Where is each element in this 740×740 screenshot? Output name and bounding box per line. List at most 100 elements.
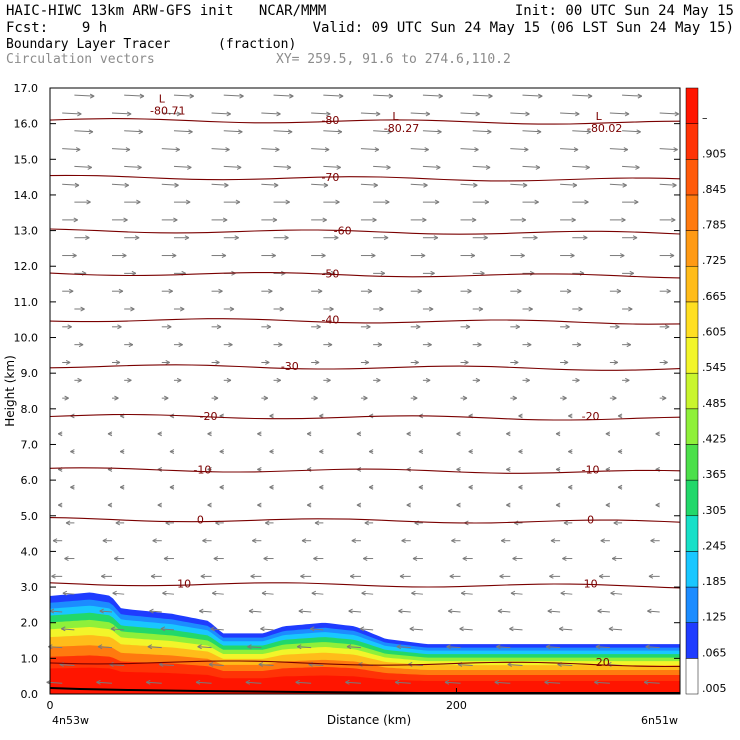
colorbar-label: .065 <box>702 646 727 659</box>
vector-arrow <box>260 628 274 631</box>
circulation-vectors <box>46 93 680 685</box>
vector-arrow <box>223 94 244 97</box>
colorbar-label: .845 <box>702 183 727 196</box>
vector-arrowhead <box>226 377 232 383</box>
vector-arrowhead <box>110 626 116 632</box>
vector-arrowhead <box>483 235 488 241</box>
vector-arrowhead <box>234 235 239 241</box>
vector-arrowhead <box>124 182 129 188</box>
isotherm--40 <box>49 318 681 325</box>
x-tick-label: 200 <box>446 699 467 712</box>
isotherm-label: 10 <box>177 577 191 590</box>
vector-arrow <box>99 610 113 613</box>
vector-arrowhead <box>632 235 638 241</box>
vector-arrowhead <box>470 253 476 258</box>
vector-arrow <box>410 148 429 151</box>
isotherm-label: -60 <box>334 225 352 238</box>
vector-arrow <box>560 183 577 186</box>
vector-arrow <box>560 592 573 595</box>
vector-arrowhead <box>509 626 514 632</box>
vector-arrowhead <box>306 502 312 508</box>
y-tick-label: 12.0 <box>14 260 39 273</box>
colorbar-label: .545 <box>702 361 727 374</box>
vector-arrowhead <box>418 484 424 490</box>
vector-arrowhead <box>385 199 390 205</box>
vector-arrowhead <box>269 449 274 455</box>
colorbar-label: .005 <box>702 682 727 695</box>
model-title: HAIC-HIWC 13km ARW-GFS init NCAR/MMM <box>6 3 327 19</box>
colorbar-swatch <box>685 658 699 695</box>
vector-arrowhead <box>565 324 570 330</box>
y-tick-label: 10.0 <box>14 332 39 345</box>
vector-arrow <box>297 646 312 649</box>
vector-arrow <box>608 628 623 631</box>
vector-arrowhead <box>585 164 590 170</box>
vector-arrowhead <box>610 590 615 596</box>
vector-arrowhead <box>313 395 318 401</box>
vector-arrowhead <box>212 590 217 596</box>
vector-arrowhead <box>568 449 573 455</box>
vector-arrow <box>557 663 573 666</box>
vector-arrowhead <box>174 182 179 188</box>
vector-arrow <box>298 610 312 613</box>
vector-arrowhead <box>316 324 321 330</box>
vector-arrowhead <box>545 644 551 650</box>
vector-arrowhead <box>134 235 140 241</box>
vector-arrowhead <box>506 466 511 472</box>
colorbar-swatch <box>685 444 699 481</box>
vector-arrowhead <box>570 253 575 258</box>
vector-arrowhead <box>425 111 431 117</box>
vectors-label: Circulation vectors <box>6 52 155 67</box>
vector-arrowhead <box>162 590 167 596</box>
forecast-hour: Fcst: 9 h <box>6 20 108 36</box>
vector-arrowhead <box>459 626 464 632</box>
terrain-line <box>49 687 680 694</box>
vector-arrowhead <box>297 644 302 650</box>
vector-arrowhead <box>568 413 573 419</box>
vector-arrowhead <box>123 217 128 223</box>
vector-arrow <box>196 681 212 684</box>
vector-arrowhead <box>119 484 125 490</box>
vector-arrow <box>345 681 361 684</box>
vector-arrowhead <box>456 431 461 437</box>
vector-arrowhead <box>122 253 127 258</box>
vector-arrowhead <box>396 644 402 650</box>
vector-arrowhead <box>578 306 583 312</box>
vector-arrow <box>510 183 528 186</box>
vector-arrowhead <box>115 360 121 365</box>
vector-arrowhead <box>664 324 670 330</box>
vector-arrowhead <box>295 679 300 685</box>
vector-arrowhead <box>99 608 104 614</box>
vector-arrowhead <box>327 342 333 348</box>
vector-arrowhead <box>525 111 530 117</box>
vector-arrowhead <box>563 360 569 365</box>
vector-arrowhead <box>406 502 411 508</box>
vector-arrowhead <box>89 93 95 99</box>
vector-arrowhead <box>136 199 141 205</box>
y-tick-label: 0.0 <box>21 688 39 701</box>
vector-arrowhead <box>319 449 324 455</box>
vector-arrowhead <box>436 164 441 170</box>
vector-arrow <box>460 148 479 151</box>
vector-arrowhead <box>78 342 84 348</box>
vector-arrow <box>510 112 530 115</box>
vector-arrowhead <box>57 431 63 437</box>
colorbar-label: .785 <box>702 219 727 232</box>
vector-arrowhead <box>437 129 442 135</box>
vector-arrowhead <box>456 466 461 472</box>
vector-arrow <box>310 628 324 631</box>
vector-arrowhead <box>269 413 274 419</box>
y-tick-label: 8.0 <box>21 403 39 416</box>
vector-arrowhead <box>337 129 343 135</box>
y-tick-label: 7.0 <box>21 438 39 451</box>
vector-arrowhead <box>517 288 522 294</box>
vector-arrowhead <box>218 288 223 294</box>
colorbar-swatch <box>685 586 699 623</box>
vector-arrowhead <box>326 377 331 383</box>
isotherm-label: -30 <box>281 360 299 373</box>
vector-arrowhead <box>261 590 267 596</box>
vector-arrowhead <box>348 608 353 614</box>
vector-arrowhead <box>536 129 542 135</box>
vector-arrow <box>46 681 63 684</box>
vector-arrow <box>659 112 679 115</box>
